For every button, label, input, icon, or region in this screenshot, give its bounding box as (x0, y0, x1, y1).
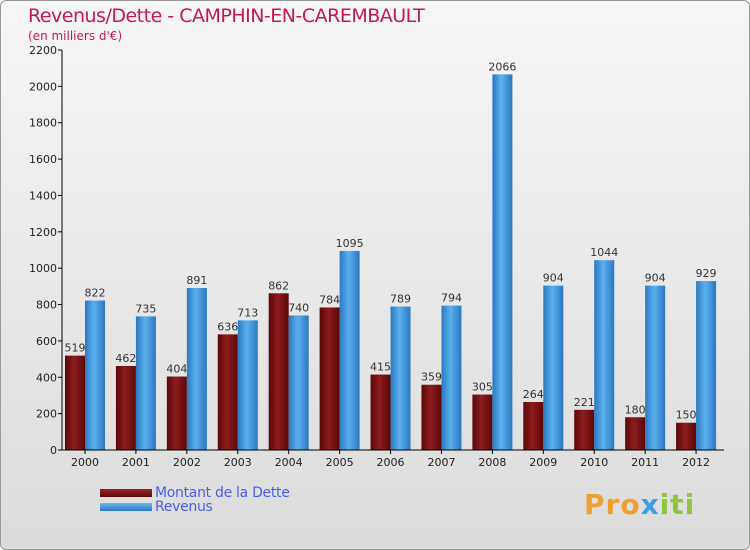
bar-revenus (390, 306, 411, 450)
bar-revenus (543, 285, 564, 450)
y-tick-label: 800 (36, 299, 57, 312)
bar-revenus (696, 281, 717, 450)
y-tick-label: 2000 (29, 80, 57, 93)
legend-label-revenus: Revenus (155, 499, 213, 515)
bar-revenus (492, 74, 513, 450)
data-label-dette: 404 (166, 363, 187, 376)
data-label-revenus: 789 (390, 293, 411, 306)
bar-revenus (135, 316, 156, 450)
data-label-dette: 784 (319, 293, 340, 306)
data-label-dette: 415 (370, 361, 391, 374)
x-tick-label: 2012 (682, 456, 710, 469)
bar-revenus (594, 260, 615, 450)
y-tick-label: 600 (36, 335, 57, 348)
bar-dette (421, 384, 442, 450)
data-label-revenus: 794 (441, 292, 462, 305)
y-tick-label: 2200 (29, 44, 57, 57)
x-tick-label: 2011 (631, 456, 659, 469)
chart-legend: Montant de la Dette Revenus (100, 485, 290, 515)
bar-dette (65, 355, 85, 450)
data-label-revenus: 713 (237, 306, 258, 319)
x-tick-label: 2003 (224, 456, 252, 469)
bar-dette (370, 374, 391, 450)
bar-revenus (288, 315, 309, 450)
data-label-revenus: 1044 (590, 246, 618, 259)
bar-revenus (645, 285, 666, 450)
data-label-revenus: 735 (135, 302, 156, 315)
y-tick-label: 0 (50, 444, 57, 457)
bar-dette (217, 334, 238, 450)
data-label-revenus: 891 (186, 274, 207, 287)
data-label-dette: 264 (523, 388, 544, 401)
legend-item-revenus: Revenus (100, 499, 290, 515)
data-label-dette: 150 (676, 409, 697, 422)
bar-dette (166, 376, 187, 450)
data-label-revenus: 929 (696, 267, 717, 280)
bar-dette (319, 307, 340, 450)
data-label-dette: 636 (217, 320, 238, 333)
y-tick-label: 1000 (29, 262, 57, 275)
x-tick-label: 2005 (326, 456, 354, 469)
x-tick-label: 2001 (122, 456, 150, 469)
data-label-revenus: 904 (543, 272, 564, 285)
bar-dette (676, 422, 697, 450)
legend-swatch-dette (100, 489, 152, 497)
bar-dette (625, 417, 646, 450)
x-tick-label: 2009 (529, 456, 557, 469)
x-tick-label: 2002 (173, 456, 201, 469)
chart-subtitle: (en milliers d'€) (28, 29, 123, 43)
bar-revenus (85, 300, 105, 450)
data-label-revenus: 904 (645, 272, 666, 285)
chart-title: Revenus/Dette - CAMPHIN-EN-CAREMBAULT (28, 5, 425, 27)
bar-dette (523, 402, 544, 450)
bar-revenus (237, 320, 258, 450)
y-tick-label: 200 (36, 408, 57, 421)
bar-dette (472, 394, 493, 450)
y-tick-label: 400 (36, 371, 57, 384)
bar-revenus (441, 305, 462, 450)
x-tick-label: 2008 (478, 456, 506, 469)
data-label-revenus: 822 (85, 287, 106, 300)
data-label-dette: 359 (421, 371, 442, 384)
data-label-revenus: 1095 (336, 237, 364, 250)
data-label-revenus: 2066 (488, 60, 516, 73)
data-label-dette: 305 (472, 381, 493, 394)
data-label-dette: 862 (268, 279, 289, 292)
data-label-dette: 462 (115, 352, 136, 365)
bar-dette (268, 293, 289, 450)
data-label-revenus: 740 (288, 301, 309, 314)
x-tick-label: 2004 (275, 456, 303, 469)
data-label-dette: 519 (65, 342, 86, 355)
bar-dette (115, 366, 136, 450)
y-tick-label: 1200 (29, 226, 57, 239)
data-label-dette: 180 (625, 403, 646, 416)
x-tick-label: 2007 (427, 456, 455, 469)
bar-revenus (339, 250, 360, 450)
x-tick-label: 2006 (377, 456, 405, 469)
proxiti-logo: Proxiti (584, 488, 696, 521)
bar-revenus (186, 288, 207, 450)
x-tick-label: 2010 (580, 456, 608, 469)
y-tick-label: 1600 (29, 153, 57, 166)
y-tick-label: 1800 (29, 117, 57, 130)
x-tick-label: 2000 (71, 456, 99, 469)
data-label-dette: 221 (574, 396, 595, 409)
bar-dette (574, 409, 595, 450)
y-tick-label: 1400 (29, 189, 57, 202)
legend-item-dette: Montant de la Dette (100, 485, 290, 501)
legend-label-dette: Montant de la Dette (155, 485, 290, 501)
legend-swatch-revenus (100, 503, 152, 511)
